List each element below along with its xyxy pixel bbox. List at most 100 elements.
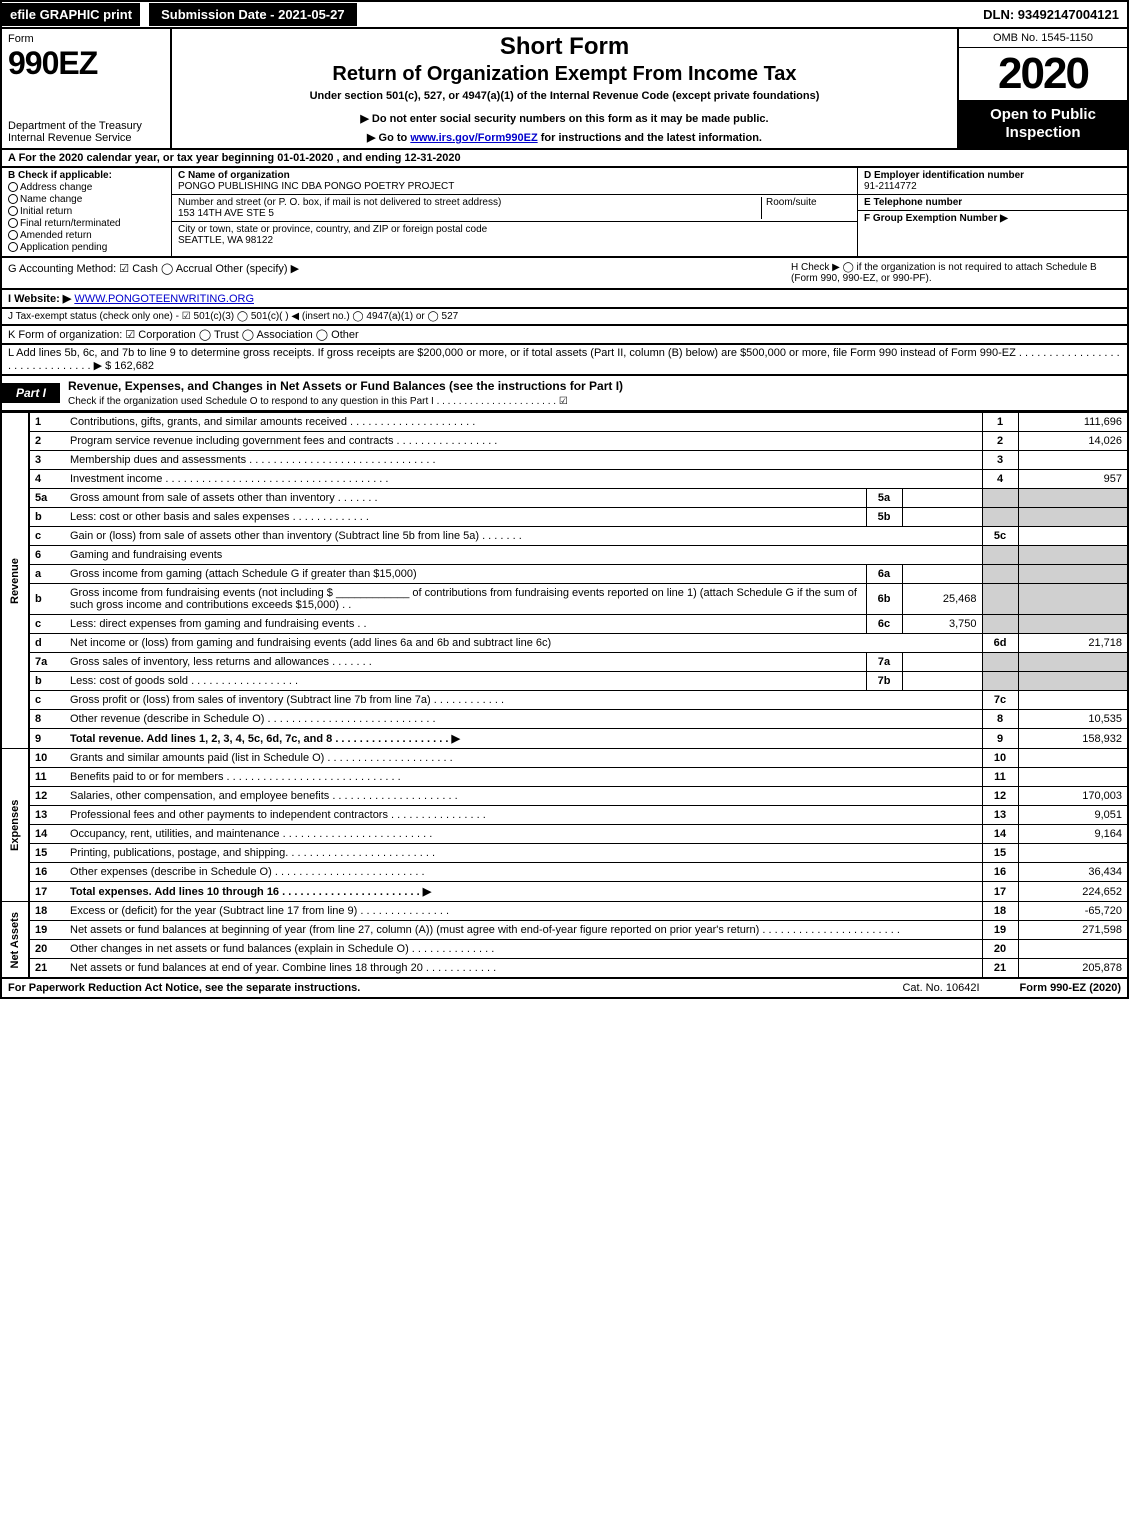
irs-link[interactable]: www.irs.gov/Form990EZ [410, 132, 537, 144]
c-city-value: SEATTLE, WA 98122 [178, 235, 851, 246]
line-16-desc: Other expenses (describe in Schedule O) … [65, 863, 982, 882]
row-a-taxyear: A For the 2020 calendar year, or tax yea… [0, 150, 1129, 168]
col-c-org: C Name of organization PONGO PUBLISHING … [172, 168, 857, 256]
cb-amended-return[interactable]: Amended return [8, 230, 165, 241]
line-9-amt: 158,932 [1018, 729, 1128, 749]
line-18-amt: -65,720 [1018, 902, 1128, 921]
line-16-amt: 36,434 [1018, 863, 1128, 882]
part-i-table: Revenue 1Contributions, gifts, grants, a… [0, 412, 1129, 979]
line-4-amt: 957 [1018, 470, 1128, 489]
c-street-label: Number and street (or P. O. box, if mail… [178, 197, 761, 208]
line-21-amt: 205,878 [1018, 959, 1128, 979]
website-link[interactable]: WWW.PONGOTEENWRITING.ORG [74, 293, 254, 305]
goto-pre: ▶ Go to [367, 132, 410, 144]
department: Department of the Treasury Internal Reve… [8, 120, 164, 144]
line-12-amt: 170,003 [1018, 787, 1128, 806]
cb-initial-return[interactable]: Initial return [8, 206, 165, 217]
row-i-website: I Website: ▶ WWW.PONGOTEENWRITING.ORG [0, 290, 1129, 309]
line-10-desc: Grants and similar amounts paid (list in… [65, 749, 982, 768]
line-6c-desc: Less: direct expenses from gaming and fu… [65, 615, 866, 634]
row-gh: G Accounting Method: ☑ Cash ◯ Accrual Ot… [0, 258, 1129, 290]
footer: For Paperwork Reduction Act Notice, see … [0, 979, 1129, 999]
line-14-amt: 9,164 [1018, 825, 1128, 844]
c-name-label: C Name of organization [178, 170, 851, 181]
line-6b-desc: Gross income from fundraising events (no… [65, 584, 866, 615]
line-5b-val [902, 508, 982, 527]
line-11-amt [1018, 768, 1128, 787]
part-i-tab: Part I [2, 383, 60, 403]
section-expenses: Expenses [1, 749, 29, 902]
line-5c-desc: Gain or (loss) from sale of assets other… [65, 527, 982, 546]
c-room-label: Room/suite [761, 197, 851, 219]
line-1-desc: Contributions, gifts, grants, and simila… [65, 413, 982, 432]
form-word: Form [8, 33, 164, 45]
row-k-org-form: K Form of organization: ☑ Corporation ◯ … [0, 326, 1129, 345]
line-7a-val [902, 653, 982, 672]
cat-no: Cat. No. 10642I [862, 982, 1019, 994]
d-value: 91-2114772 [864, 181, 1121, 192]
b-header: B Check if applicable: [8, 170, 165, 181]
line-19-desc: Net assets or fund balances at beginning… [65, 921, 982, 940]
d-label: D Employer identification number [864, 170, 1121, 181]
cb-application-pending[interactable]: Application pending [8, 242, 165, 253]
row-j-tax-exempt: J Tax-exempt status (check only one) - ☑… [0, 309, 1129, 326]
l-text: L Add lines 5b, 6c, and 7b to line 9 to … [8, 347, 1120, 372]
line-19-amt: 271,598 [1018, 921, 1128, 940]
line-2-desc: Program service revenue including govern… [65, 432, 982, 451]
line-8-desc: Other revenue (describe in Schedule O) .… [65, 710, 982, 729]
section-revenue: Revenue [1, 413, 29, 749]
submission-date: Submission Date - 2021-05-27 [148, 2, 358, 27]
line-5a-desc: Gross amount from sale of assets other t… [65, 489, 866, 508]
efile-label[interactable]: efile GRAPHIC print [2, 3, 140, 26]
top-bar: efile GRAPHIC print Submission Date - 20… [0, 0, 1129, 29]
omb-number: OMB No. 1545-1150 [959, 29, 1127, 48]
col-b-checkboxes: B Check if applicable: Address change Na… [2, 168, 172, 256]
title-return: Return of Organization Exempt From Incom… [182, 63, 947, 86]
l-value: 162,682 [114, 360, 154, 372]
line-6a-val [902, 565, 982, 584]
line-10-amt [1018, 749, 1128, 768]
line-7c-amt [1018, 691, 1128, 710]
line-5a-val [902, 489, 982, 508]
c-street-value: 153 14TH AVE STE 5 [178, 208, 761, 219]
line-6-desc: Gaming and fundraising events [65, 546, 982, 565]
line-12-desc: Salaries, other compensation, and employ… [65, 787, 982, 806]
line-20-amt [1018, 940, 1128, 959]
goto-note: ▶ Go to www.irs.gov/Form990EZ for instru… [182, 131, 947, 144]
line-2-amt: 14,026 [1018, 432, 1128, 451]
c-city-label: City or town, state or province, country… [178, 224, 851, 235]
cb-address-change[interactable]: Address change [8, 182, 165, 193]
i-label: I Website: ▶ [8, 293, 71, 305]
line-15-amt [1018, 844, 1128, 863]
goto-post: for instructions and the latest informat… [538, 132, 762, 144]
line-6b-val: 25,468 [902, 584, 982, 615]
cb-final-return[interactable]: Final return/terminated [8, 218, 165, 229]
ssn-note: ▶ Do not enter social security numbers o… [182, 112, 947, 125]
line-3-desc: Membership dues and assessments . . . . … [65, 451, 982, 470]
line-7b-desc: Less: cost of goods sold . . . . . . . .… [65, 672, 866, 691]
line-1-amt: 111,696 [1018, 413, 1128, 432]
part-i-header: Part I Revenue, Expenses, and Changes in… [0, 376, 1129, 412]
form-id: Form 990-EZ (2020) [1020, 982, 1121, 994]
line-17-amt: 224,652 [1018, 882, 1128, 902]
line-21-desc: Net assets or fund balances at end of ye… [65, 959, 982, 979]
line-13-amt: 9,051 [1018, 806, 1128, 825]
line-3-amt [1018, 451, 1128, 470]
section-net-assets: Net Assets [1, 902, 29, 979]
line-13-desc: Professional fees and other payments to … [65, 806, 982, 825]
title-short-form: Short Form [182, 33, 947, 61]
g-accounting: G Accounting Method: ☑ Cash ◯ Accrual Ot… [8, 262, 791, 284]
form-header: Form 990EZ Department of the Treasury In… [0, 29, 1129, 150]
line-6c-val: 3,750 [902, 615, 982, 634]
line-7b-val [902, 672, 982, 691]
tax-year: 2020 [959, 48, 1127, 100]
line-5b-desc: Less: cost or other basis and sales expe… [65, 508, 866, 527]
line-15-desc: Printing, publications, postage, and shi… [65, 844, 982, 863]
open-public: Open to Public Inspection [959, 100, 1127, 148]
line-18-desc: Excess or (deficit) for the year (Subtra… [65, 902, 982, 921]
row-l-gross-receipts: L Add lines 5b, 6c, and 7b to line 9 to … [0, 345, 1129, 376]
cb-name-change[interactable]: Name change [8, 194, 165, 205]
line-17-desc: Total expenses. Add lines 10 through 16 … [65, 882, 982, 902]
f-label: F Group Exemption Number ▶ [864, 213, 1121, 224]
e-label: E Telephone number [864, 197, 1121, 208]
